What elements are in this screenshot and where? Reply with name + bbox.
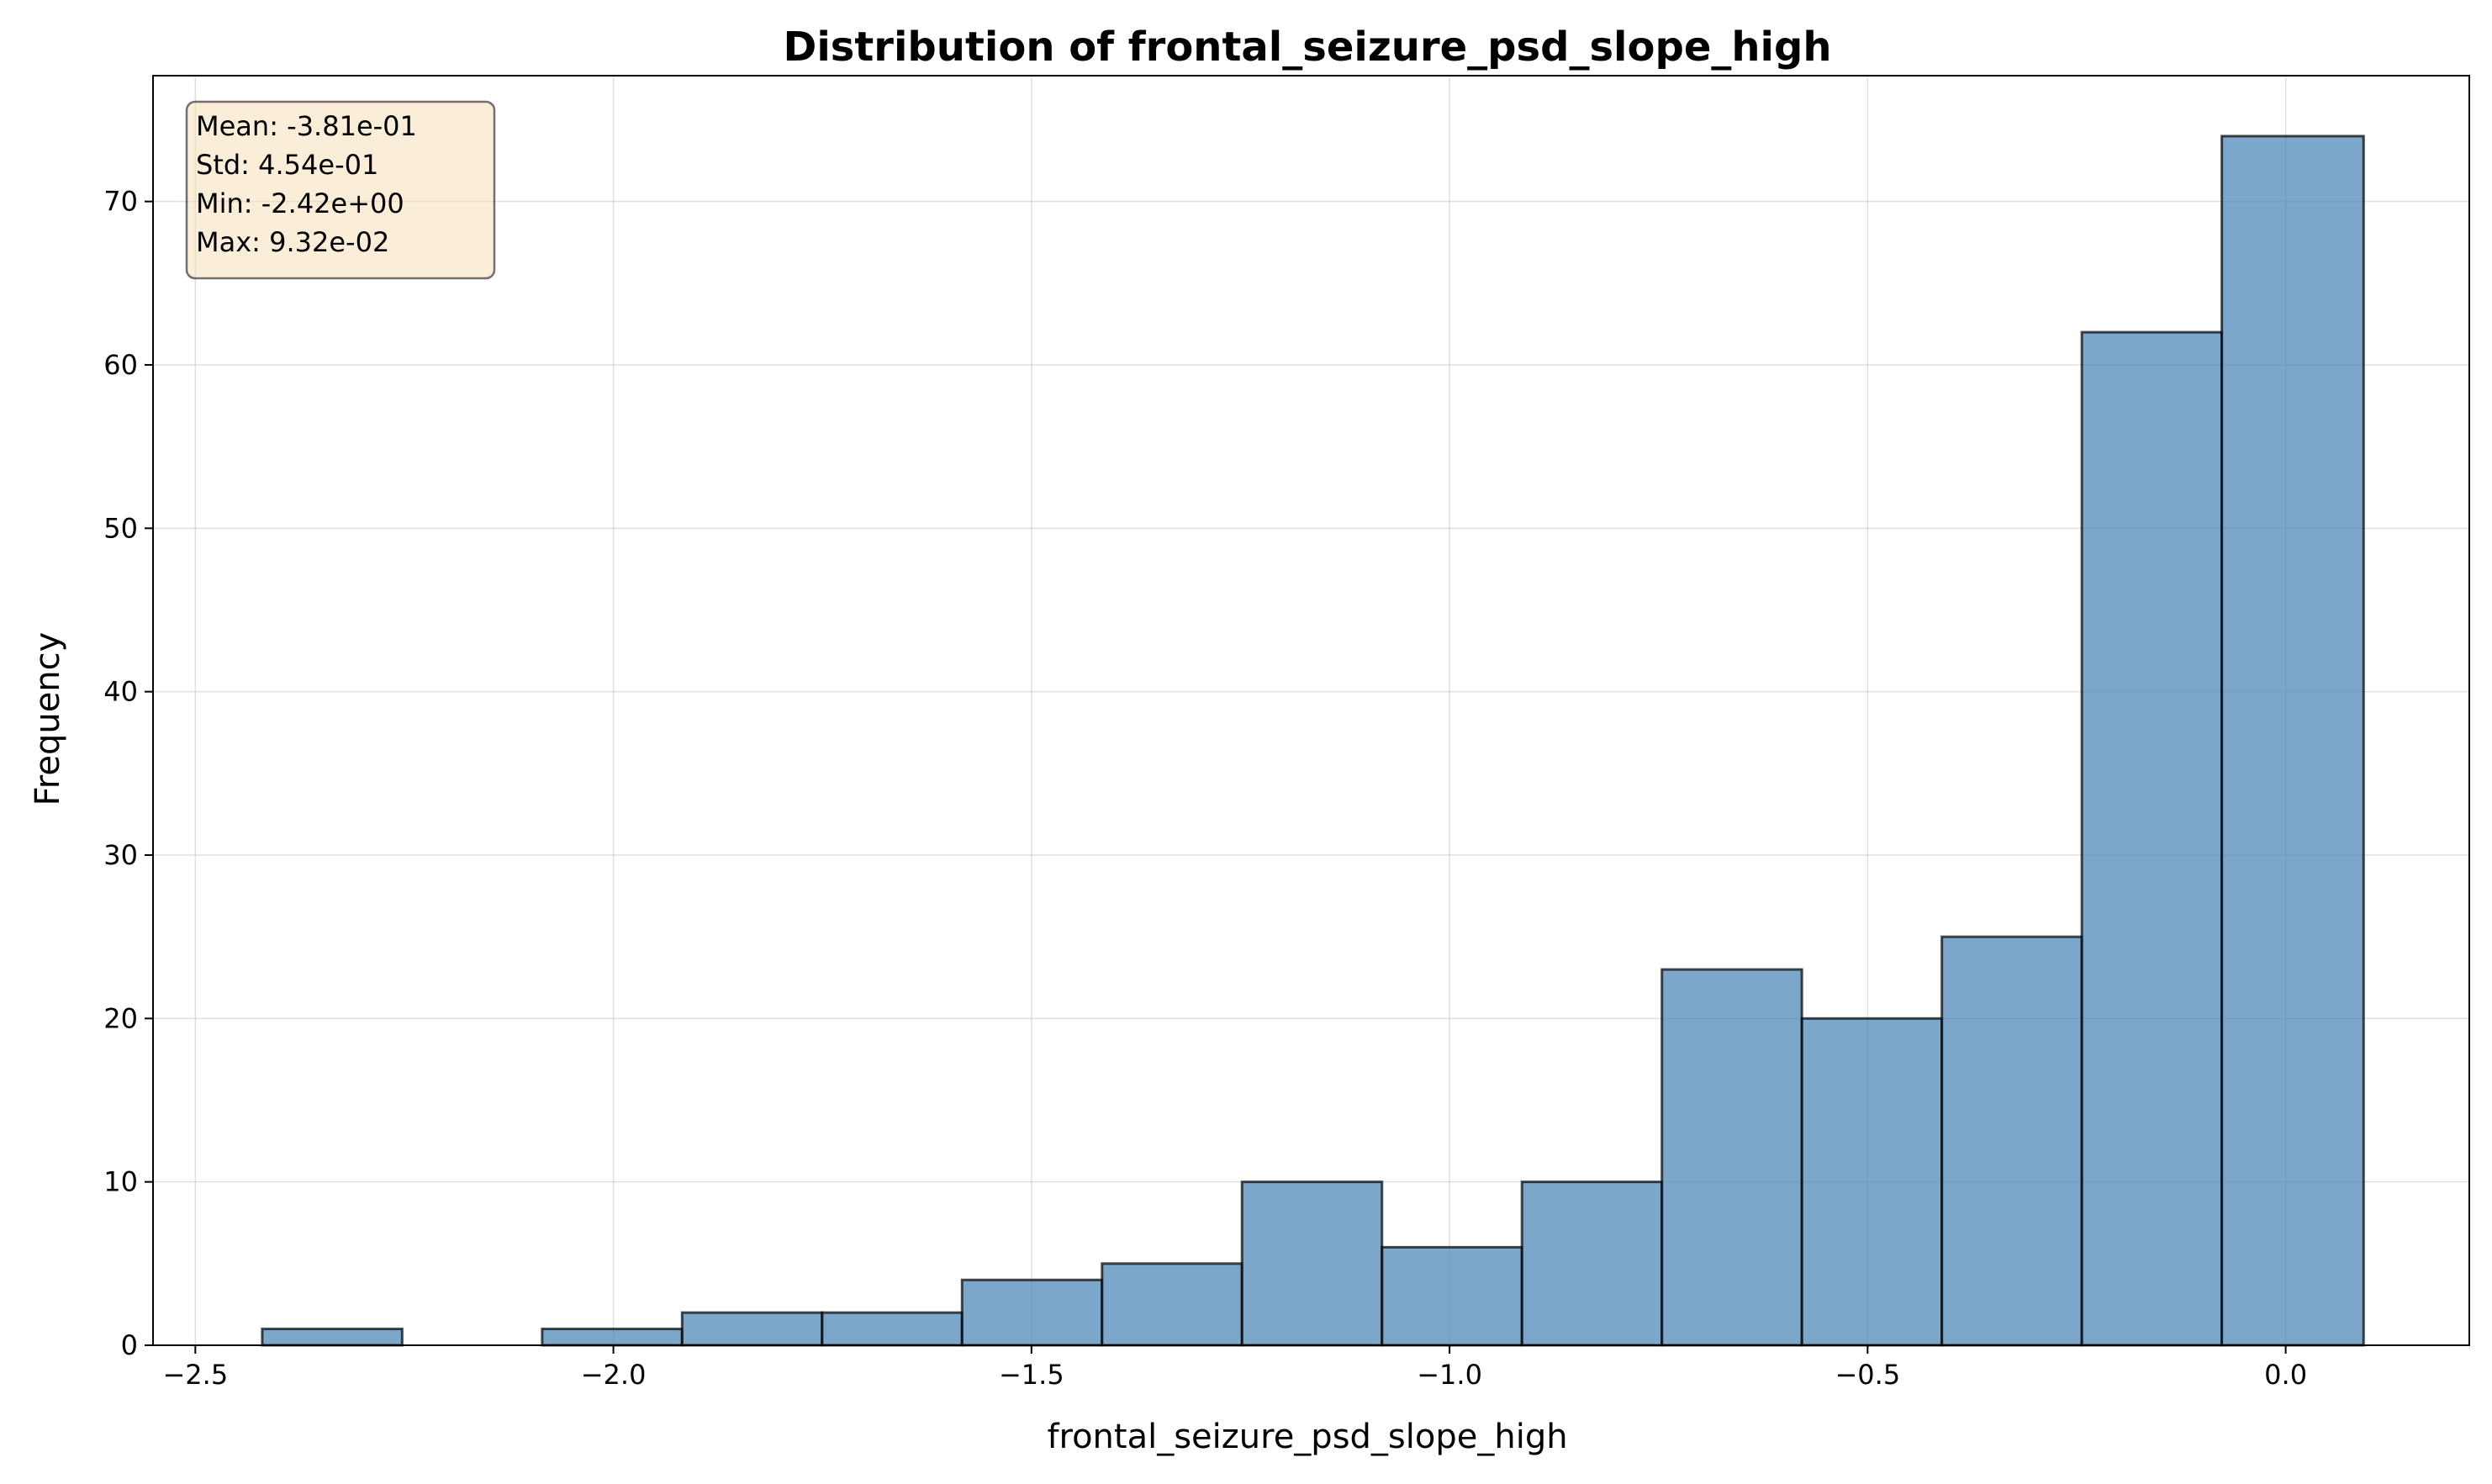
x-tick-label: −2.5 [162, 1359, 228, 1391]
histogram-bar [1660, 968, 1803, 1347]
histogram-bar [261, 1328, 404, 1347]
stats-min: Min: -2.42e+00 [196, 187, 404, 219]
y-tick-label: 70 [103, 186, 138, 218]
histogram-bar [1101, 1262, 1243, 1347]
histogram-bar [960, 1278, 1104, 1347]
chart-title: Distribution of frontal_seizure_psd_slop… [783, 24, 1831, 71]
y-axis-label: Frequency [29, 632, 67, 806]
x-axis-label: frontal_seizure_psd_slope_high [1047, 1418, 1567, 1456]
stats-box: Mean: -3.81e-01 Std: 4.54e-01 Min: -2.42… [185, 100, 496, 280]
stats-std: Std: 4.54e-01 [196, 149, 378, 181]
histogram-bar [2080, 330, 2224, 1347]
histogram-bars [261, 135, 2365, 1347]
histogram-bar [541, 1328, 684, 1347]
histogram-bar [2220, 135, 2365, 1347]
histogram-bar [1240, 1180, 1384, 1347]
y-tick-label: 40 [103, 676, 138, 708]
histogram-bar [1940, 935, 2083, 1347]
stats-max: Max: 9.32e-02 [196, 226, 389, 258]
y-tick-label: 10 [103, 1166, 138, 1198]
x-tick-label: −0.5 [1835, 1359, 1900, 1391]
y-tick-label: 50 [103, 512, 138, 544]
x-tick-label: 0.0 [2264, 1359, 2307, 1391]
histogram-bar [1800, 1017, 1944, 1347]
x-tick-label: −1.5 [999, 1359, 1064, 1391]
x-tick-label: −2.0 [581, 1359, 647, 1391]
histogram-bar [680, 1311, 824, 1347]
y-tick-label: 20 [103, 1002, 138, 1034]
histogram-bar [1520, 1180, 1664, 1347]
x-axis-ticks: −2.5 −2.0 −1.5 −1.0 −0.5 0.0 [162, 1345, 2307, 1391]
histogram-bar [1381, 1245, 1523, 1347]
y-tick-label: 60 [103, 349, 138, 381]
y-tick-label: 0 [121, 1329, 138, 1361]
plot-area-frame [152, 75, 2470, 1346]
stats-box-background [185, 100, 496, 280]
histogram-bar [821, 1311, 964, 1347]
y-tick-label: 30 [103, 839, 138, 871]
y-axis-ticks: 0 10 20 30 40 50 60 70 [103, 186, 153, 1361]
x-tick-label: −1.0 [1417, 1359, 1482, 1391]
stats-mean: Mean: -3.81e-01 [196, 110, 417, 142]
